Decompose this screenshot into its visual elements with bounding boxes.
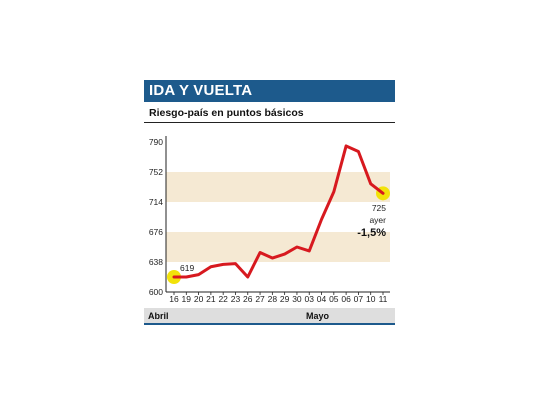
x-tick-label: 28: [268, 294, 278, 304]
x-tick-label: 05: [329, 294, 339, 304]
chart-title: IDA Y VUELTA: [144, 80, 395, 102]
end-value-label: 725: [372, 203, 386, 213]
y-tick-label: 752: [149, 167, 163, 177]
chart-subtitle: Riesgo-país en puntos básicos: [149, 107, 304, 119]
x-tick-label: 11: [379, 294, 388, 304]
grid-band: [166, 172, 390, 202]
month-band: [144, 308, 395, 324]
change-label: -1,5%: [357, 227, 386, 239]
ayer-label: ayer: [369, 215, 386, 225]
x-tick-label: 20: [194, 294, 204, 304]
start-value-label: 619: [180, 263, 194, 273]
x-tick-label: 30: [292, 294, 302, 304]
x-tick-label: 22: [218, 294, 228, 304]
x-tick-label: 04: [317, 294, 327, 304]
x-tick-label: 10: [366, 294, 376, 304]
month-label-mayo: Mayo: [306, 311, 330, 321]
x-tick-label: 19: [182, 294, 192, 304]
x-tick-label: 16: [169, 294, 179, 304]
x-tick-label: 03: [305, 294, 315, 304]
y-tick-label: 676: [149, 227, 163, 237]
month-label-abril: Abril: [148, 311, 169, 321]
x-tick-label: 06: [341, 294, 351, 304]
y-tick-label: 600: [149, 287, 163, 297]
y-tick-label: 638: [149, 257, 163, 267]
bottom-rule: [144, 323, 395, 325]
y-tick-label: 790: [149, 137, 163, 147]
subtitle-rule: [144, 122, 395, 123]
x-tick-label: 07: [354, 294, 364, 304]
x-tick-label: 29: [280, 294, 290, 304]
x-tick-label: 26: [243, 294, 253, 304]
x-tick-label: 23: [231, 294, 241, 304]
series-line: [172, 144, 385, 279]
x-tick-label: 27: [255, 294, 265, 304]
y-tick-label: 714: [149, 197, 163, 207]
x-tick-label: 21: [206, 294, 216, 304]
